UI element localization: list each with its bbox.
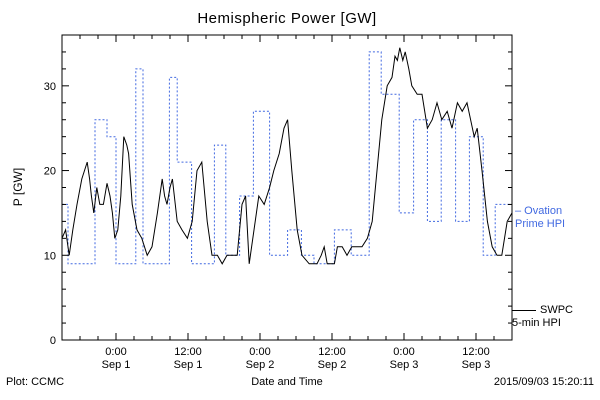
plot-frame (61, 34, 513, 341)
chart-title: Hemispheric Power [GW] (197, 10, 377, 27)
y-tick-label: 0 (50, 335, 56, 347)
x-tick-time-label: 0:00 (249, 346, 270, 358)
x-tick-time-label: 0:00 (105, 346, 126, 358)
x-tick-time-label: 12:00 (462, 346, 490, 358)
legend-swpc-line1: SWPC (540, 304, 573, 316)
x-tick-time-label: 0:00 (393, 346, 414, 358)
plot-timestamp: 2015/09/03 15:20:11 (493, 376, 594, 388)
legend-ovation: – Ovation Prime HPI (515, 205, 565, 231)
legend-ovation-line2: Prime HPI (515, 218, 566, 230)
legend-ovation-line1: – Ovation (515, 205, 563, 217)
x-axis-label: Date and Time (251, 376, 323, 388)
series-ovation-prime-hpi (62, 51, 512, 265)
legend-swpc: SWPC 5-min HPI (512, 304, 573, 330)
x-tick-date-label: Sep 2 (246, 359, 275, 371)
series-swpc-5min-hpi (61, 47, 513, 265)
x-tick-time-label: 12:00 (174, 346, 202, 358)
legend-swpc-line2: 5-min HPI (512, 317, 561, 329)
plot-source-label: Plot: CCMC (6, 376, 65, 388)
x-tick-time-label: 12:00 (318, 346, 346, 358)
y-tick-label: 30 (44, 81, 56, 93)
x-tick-date-label: Sep 3 (462, 359, 491, 371)
x-tick-date-label: Sep 1 (102, 359, 131, 371)
y-tick-label: 10 (44, 250, 56, 262)
x-tick-date-label: Sep 1 (174, 359, 203, 371)
x-tick-date-label: Sep 3 (390, 359, 419, 371)
y-tick-label: 20 (44, 166, 56, 178)
swpc-line-sample (512, 309, 536, 311)
x-tick-date-label: Sep 2 (318, 359, 347, 371)
